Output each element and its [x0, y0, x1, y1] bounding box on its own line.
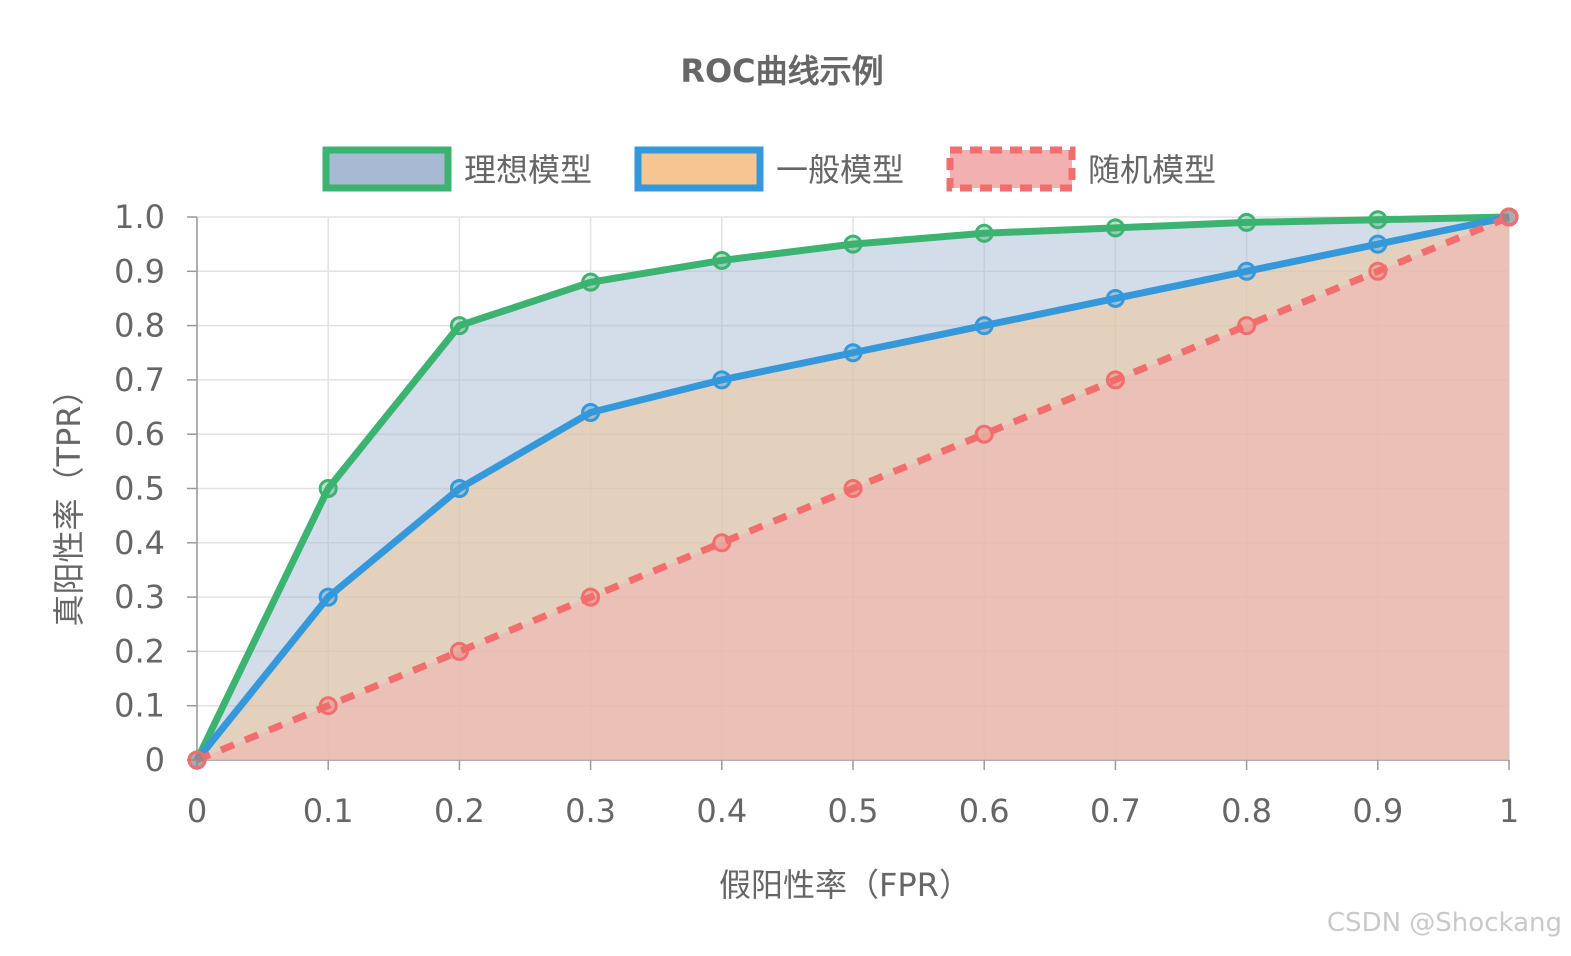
- y-tick-label-9: 0.9: [114, 252, 165, 290]
- point-layer: [187, 207, 1519, 770]
- x-tick-label-8: 0.8: [1221, 792, 1272, 830]
- series-2-point-8: [1237, 316, 1257, 336]
- series-line-2: [195, 213, 1511, 764]
- series-1-point-1: [318, 587, 338, 607]
- series-0-point-7: [1105, 218, 1125, 238]
- series-1-point-9: [1368, 234, 1388, 254]
- x-tick-label-9: 0.9: [1352, 792, 1403, 830]
- series-0-point-8: [1237, 212, 1257, 232]
- x-tick-label-0: 0: [187, 792, 207, 830]
- y-tick-label-8: 0.8: [114, 307, 165, 345]
- legend-label-1[interactable]: 一般模型: [776, 151, 904, 189]
- series-0-point-4: [712, 250, 732, 270]
- x-tick-label-3: 0.3: [565, 792, 616, 830]
- series-2-point-7: [1105, 370, 1125, 390]
- y-tick-label-4: 0.4: [114, 524, 165, 562]
- series-1-point-4: [712, 370, 732, 390]
- y-tick-label-2: 0.2: [114, 632, 165, 670]
- x-tick-labels: 0 0.1 0.2 0.3 0.4 0.5 0.6 0.7 0.8 0.9 1: [187, 792, 1519, 830]
- series-2-point-1: [318, 696, 338, 716]
- y-tick-label-3: 0.3: [114, 578, 165, 616]
- series-0-point-2: [449, 316, 469, 336]
- line-layer: [193, 213, 1511, 764]
- series-0-point-3: [581, 272, 601, 292]
- y-tick-label-1: 0.1: [114, 687, 165, 725]
- series-0-point-9: [1368, 210, 1388, 230]
- y-axis-title: 真阳性率（TPR）: [50, 373, 88, 626]
- series-2-point-6: [974, 424, 994, 444]
- series-0-point-6: [974, 223, 994, 243]
- legend-swatch-2[interactable]: [946, 146, 1076, 192]
- y-tick-label-5: 0.5: [114, 470, 165, 508]
- chart-title: ROC曲线示例: [680, 52, 883, 90]
- watermark: CSDN @Shockang: [1327, 908, 1562, 938]
- series-2-point-2: [449, 641, 469, 661]
- series-line-0: [193, 213, 1510, 762]
- series-2-point-5: [843, 479, 863, 498]
- x-tick-label-10: 1: [1499, 792, 1519, 830]
- y-tick-labels: 0 0.1 0.2 0.3 0.4 0.5 0.6 0.7 0.8 0.9 1.0: [114, 198, 165, 779]
- series-1-point-2: [449, 479, 469, 498]
- x-tick-label-7: 0.7: [1090, 792, 1141, 830]
- series-2-point-10: [1499, 207, 1519, 227]
- x-tick-label-2: 0.2: [434, 792, 485, 830]
- legend-swatch-0[interactable]: [322, 146, 452, 192]
- series-1-point-7: [1105, 288, 1125, 308]
- x-tick-label-5: 0.5: [828, 792, 879, 830]
- series-0-point-5: [843, 234, 863, 254]
- y-tick-label-6: 0.6: [114, 415, 165, 453]
- y-tick-label-10: 1.0: [114, 198, 165, 236]
- x-tick-label-6: 0.6: [959, 792, 1010, 830]
- x-axis-title: 假阳性率（FPR）: [719, 866, 971, 904]
- x-tick-label-4: 0.4: [696, 792, 747, 830]
- series-1-point-5: [843, 343, 863, 363]
- series-2-point-0: [187, 750, 207, 770]
- legend-label-2[interactable]: 随机模型: [1088, 151, 1216, 189]
- x-tick-label-1: 0.1: [303, 792, 354, 830]
- legend-swatch-1[interactable]: [634, 146, 764, 192]
- legend[interactable]: 理想模型 一般模型 随机模型: [322, 146, 1216, 192]
- series-2-point-3: [581, 587, 601, 607]
- series-line-1: [194, 213, 1510, 763]
- series-0-point-1: [318, 479, 338, 498]
- legend-label-0[interactable]: 理想模型: [464, 151, 592, 189]
- series-1-point-3: [581, 402, 601, 422]
- y-tick-label-7: 0.7: [114, 361, 165, 399]
- y-tick-label-0: 0: [145, 741, 165, 779]
- series-1-point-8: [1237, 261, 1257, 281]
- series-2-point-4: [712, 533, 732, 553]
- series-2-point-9: [1368, 261, 1388, 281]
- series-1-point-6: [974, 316, 994, 336]
